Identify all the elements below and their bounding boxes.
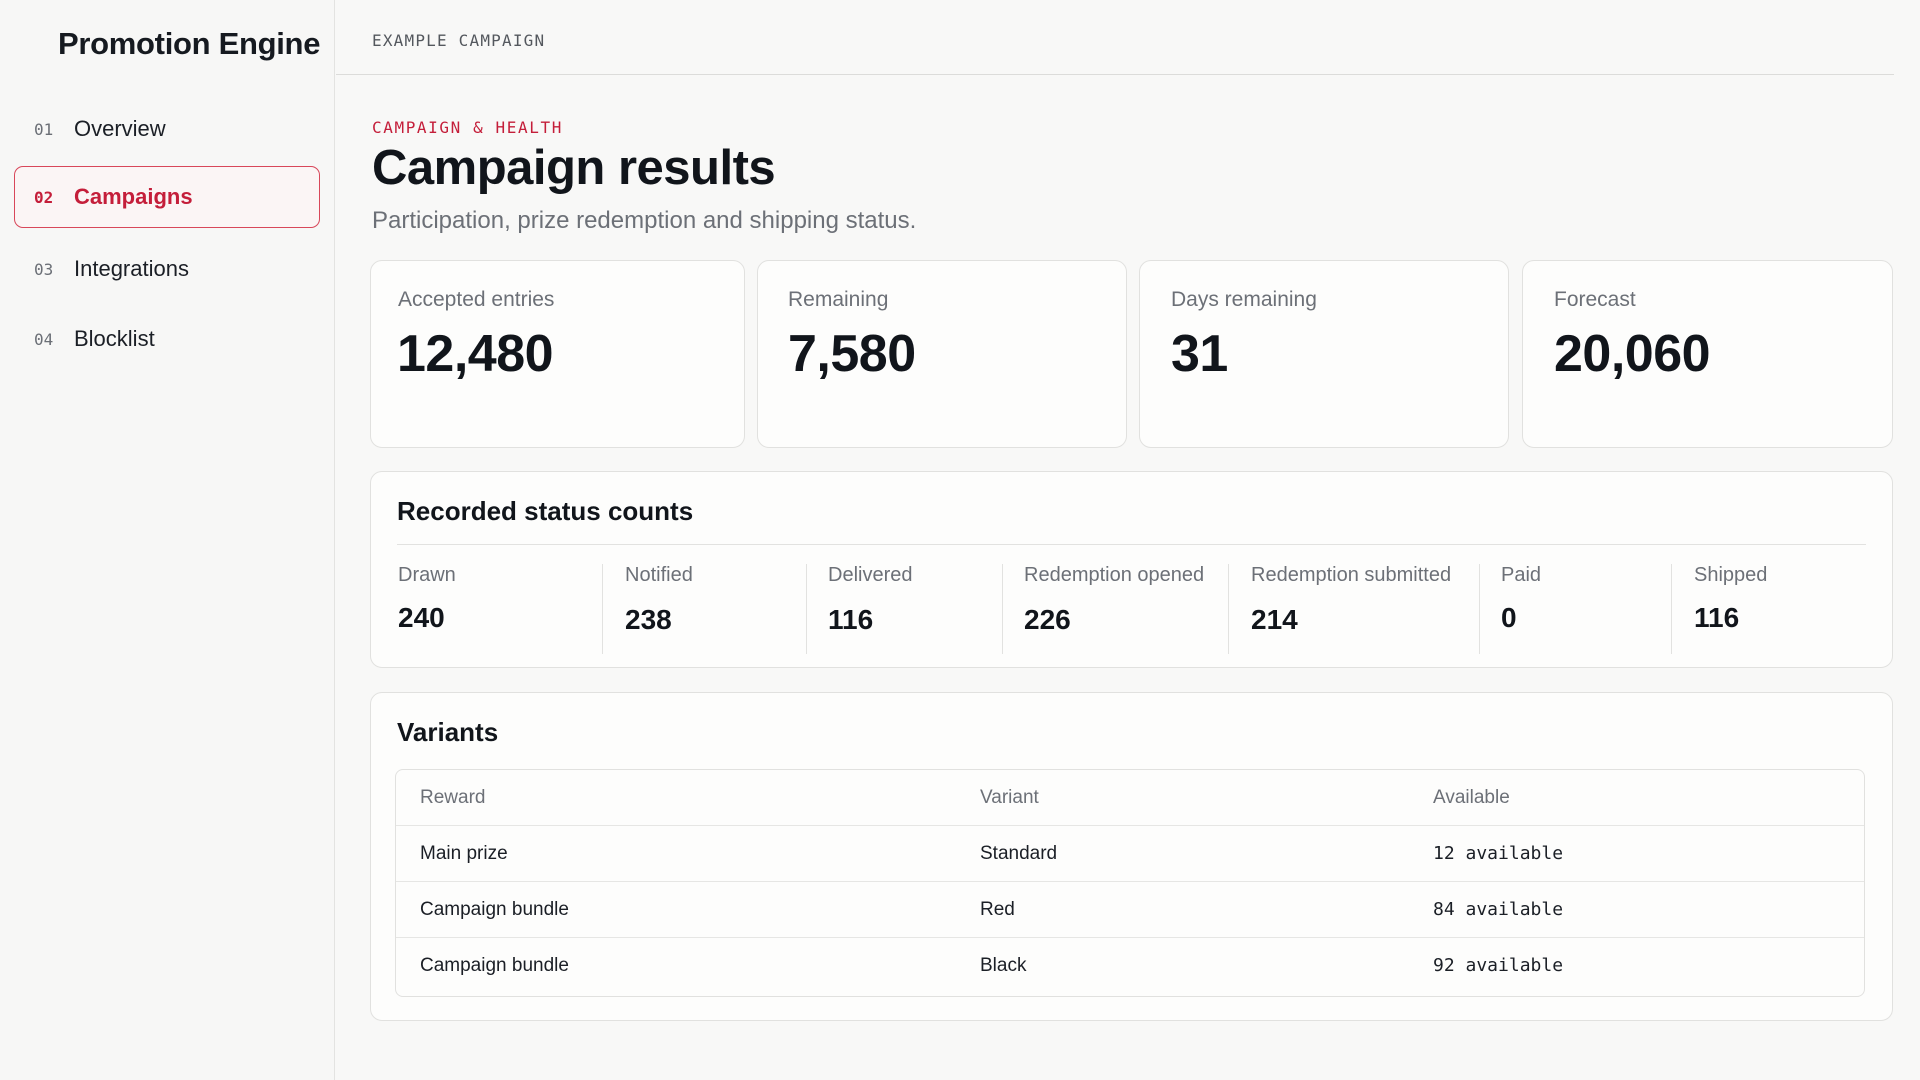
kpi-label: Days remaining — [1171, 288, 1317, 311]
sidebar-item-campaigns[interactable]: 02 Campaigns — [14, 166, 320, 228]
table-row: Main prize Standard 12 available — [396, 826, 1864, 882]
top-bar: EXAMPLE CAMPAIGN — [336, 0, 1894, 75]
cell-available: 92 available — [1433, 955, 1564, 976]
sidebar-item-label: Overview — [74, 116, 166, 141]
status-value: 226 — [1024, 604, 1071, 635]
status-value: 116 — [1694, 602, 1740, 633]
sidebar-item-label: Integrations — [74, 256, 189, 281]
sidebar-item-overview[interactable]: 01 Overview — [14, 98, 320, 160]
page-subtitle: Participation, prize redemption and ship… — [372, 207, 917, 234]
sidebar-item-label: Campaigns — [74, 184, 193, 209]
table-header-row: Reward Variant Available — [396, 770, 1864, 826]
status-label: Drawn — [398, 564, 456, 586]
status-value: 238 — [625, 604, 672, 635]
sidebar-item-number: 02 — [34, 187, 54, 207]
status-value: 240 — [398, 602, 445, 633]
status-paid: Paid 0 — [1479, 564, 1541, 654]
column-header-variant: Variant — [980, 787, 1039, 808]
section-eyebrow: CAMPAIGN & HEALTH — [372, 118, 563, 137]
status-shipped: Shipped 116 — [1671, 564, 1767, 654]
kpi-value: 12,480 — [397, 325, 554, 383]
sidebar-item-label: Blocklist — [74, 326, 155, 351]
cell-available: 84 available — [1433, 899, 1564, 920]
kpi-card-accepted-entries: Accepted entries 12,480 — [370, 260, 745, 448]
app-brand: Promotion Engine — [58, 26, 321, 61]
status-redemption-opened: Redemption opened 226 — [1002, 564, 1204, 654]
status-value: 116 — [828, 604, 874, 635]
status-notified: Notified 238 — [602, 564, 693, 654]
status-label: Paid — [1501, 564, 1542, 586]
divider — [397, 544, 1866, 545]
kpi-card-days-remaining: Days remaining 31 — [1139, 260, 1509, 448]
status-value: 0 — [1501, 602, 1517, 633]
sidebar-item-blocklist[interactable]: 04 Blocklist — [14, 308, 320, 370]
kpi-label: Forecast — [1554, 288, 1636, 311]
column-header-reward: Reward — [420, 787, 486, 808]
sidebar-item-number: 03 — [34, 259, 54, 279]
kpi-label: Remaining — [788, 288, 889, 311]
cell-reward: Main prize — [420, 843, 508, 864]
kpi-label: Accepted entries — [398, 288, 555, 311]
cell-variant: Red — [980, 899, 1015, 920]
breadcrumb: EXAMPLE CAMPAIGN — [372, 31, 546, 50]
status-label: Delivered — [828, 564, 913, 586]
page-title: Campaign results — [372, 141, 776, 195]
table-row: Campaign bundle Black 92 available — [396, 938, 1864, 994]
cell-reward: Campaign bundle — [420, 899, 569, 920]
status-label: Notified — [625, 564, 693, 586]
variants-table: Reward Variant Available Main prize Stan… — [395, 769, 1865, 997]
status-counts-title: Recorded status counts — [397, 496, 694, 526]
cell-available: 12 available — [1433, 843, 1564, 864]
status-delivered: Delivered 116 — [806, 564, 912, 654]
kpi-value: 31 — [1171, 325, 1228, 383]
kpi-card-forecast: Forecast 20,060 — [1522, 260, 1893, 448]
kpi-value: 20,060 — [1554, 325, 1711, 383]
status-label: Redemption opened — [1024, 564, 1205, 586]
sidebar: Promotion Engine 01 Overview 02 Campaign… — [0, 0, 335, 1080]
sidebar-item-integrations[interactable]: 03 Integrations — [14, 238, 320, 300]
cell-reward: Campaign bundle — [420, 955, 569, 976]
sidebar-item-number: 01 — [34, 119, 54, 139]
status-label: Redemption submitted — [1251, 564, 1452, 586]
status-label: Shipped — [1694, 564, 1768, 586]
status-counts-card: Recorded status counts Drawn 240 Notifie… — [370, 471, 1893, 668]
column-header-available: Available — [1433, 787, 1510, 808]
cell-variant: Standard — [980, 843, 1058, 864]
cell-variant: Black — [980, 955, 1027, 976]
table-row: Campaign bundle Red 84 available — [396, 882, 1864, 938]
variants-title: Variants — [397, 717, 499, 747]
kpi-value: 7,580 — [788, 325, 916, 383]
status-value: 214 — [1251, 604, 1298, 635]
kpi-card-remaining: Remaining 7,580 — [757, 260, 1127, 448]
status-redemption-submitted: Redemption submitted 214 — [1228, 564, 1451, 654]
sidebar-item-number: 04 — [34, 329, 54, 349]
variants-card: Variants Reward Variant Available Main p… — [370, 692, 1893, 1021]
